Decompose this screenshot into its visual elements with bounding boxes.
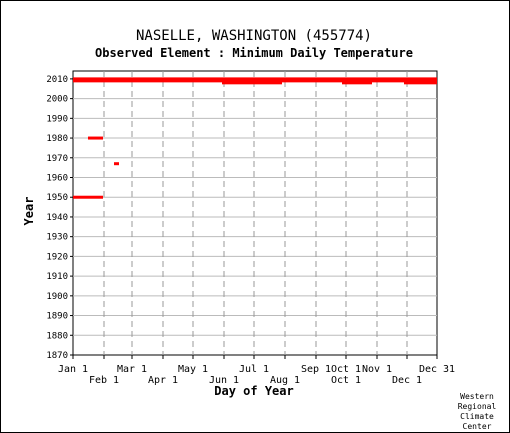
- data-marks: [73, 77, 437, 199]
- y-axis-label: Year: [22, 197, 36, 226]
- plot-area: [72, 70, 438, 356]
- data-segment: [73, 77, 437, 81]
- x-tick-label-lower: Aug 1: [270, 375, 300, 386]
- y-tick-label: 1940: [46, 213, 68, 223]
- y-tick-label: 1900: [46, 292, 68, 302]
- y-tick-label: 1990: [46, 114, 68, 124]
- y-tick-label: 1980: [46, 134, 68, 144]
- y-tick-label: 1880: [46, 331, 68, 341]
- y-tick-label: 2000: [46, 95, 68, 105]
- credit-line: Regional: [458, 402, 497, 411]
- x-tick-label-upper: Oct 1: [331, 364, 361, 375]
- credit-line: Climate: [460, 412, 494, 421]
- data-segment: [404, 81, 437, 85]
- data-segment: [73, 79, 437, 83]
- x-tick-label-upper: Jan 1: [58, 364, 88, 375]
- y-tick-label: 2010: [46, 75, 68, 85]
- data-segment: [342, 81, 372, 85]
- x-tick-label-upper: Sep 1: [301, 364, 331, 375]
- y-tick-label: 1970: [46, 154, 68, 164]
- chart-subtitle: Observed Element : Minimum Daily Tempera…: [95, 46, 413, 60]
- x-tick-label-upper: Nov 1: [362, 364, 392, 375]
- data-segment: [222, 81, 282, 85]
- x-tick-label-lower: Oct 1: [331, 375, 361, 386]
- x-tick-label-lower: Feb 1: [89, 375, 119, 386]
- x-tick-label-lower: Apr 1: [148, 375, 178, 386]
- y-tick-label: 1870: [46, 351, 68, 361]
- x-axis-label: Day of Year: [214, 384, 293, 398]
- y-tick-label: 1930: [46, 233, 68, 243]
- x-tick-label-lower: Dec 1: [392, 375, 422, 386]
- x-tick-label-upper: Dec 31: [419, 364, 455, 375]
- x-tick-label-upper: Jul 1: [239, 364, 269, 375]
- y-tick-label: 1960: [46, 174, 68, 184]
- credit-line: Western: [460, 392, 494, 401]
- x-tick-label-upper: May 1: [178, 364, 208, 375]
- x-tick-label-upper: Mar 1: [117, 364, 147, 375]
- y-tick-label: 1950: [46, 193, 68, 203]
- credit-line: Center: [463, 422, 492, 431]
- x-tick-label-lower: Jun 1: [209, 375, 239, 386]
- data-segment: [114, 162, 119, 166]
- data-segment: [88, 136, 103, 140]
- y-tick-label: 1920: [46, 252, 68, 262]
- axis-ticks: 1870 1880 1890 1900 1910 1920 1930 1940 1950 1960…: [46, 75, 455, 386]
- data-segment: [73, 195, 103, 199]
- chart-title: NASELLE, WASHINGTON (455774): [136, 28, 372, 44]
- y-tick-label: 1890: [46, 312, 68, 322]
- y-tick-label: 1910: [46, 272, 68, 282]
